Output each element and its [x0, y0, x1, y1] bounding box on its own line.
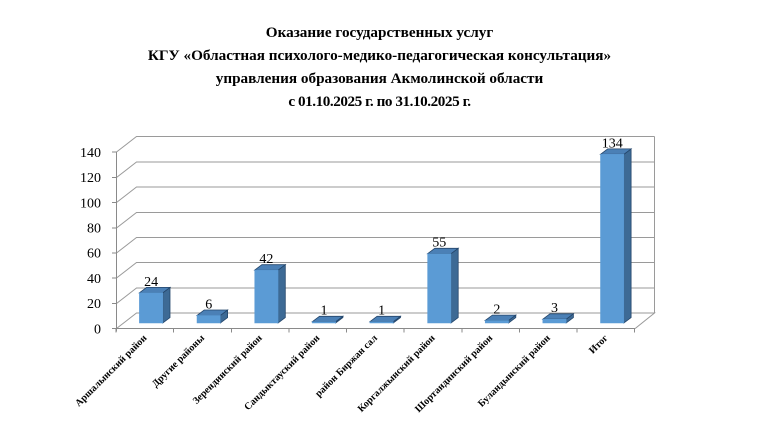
svg-text:2: 2 — [493, 303, 500, 318]
svg-text:100: 100 — [80, 196, 101, 211]
svg-text:3: 3 — [551, 301, 558, 316]
svg-text:24: 24 — [144, 275, 158, 290]
svg-text:140: 140 — [80, 146, 101, 161]
svg-text:120: 120 — [80, 171, 101, 186]
svg-text:42: 42 — [259, 252, 273, 267]
svg-text:60: 60 — [87, 247, 101, 262]
svg-text:Другие районы: Другие районы — [150, 333, 207, 390]
svg-text:1: 1 — [378, 304, 385, 319]
svg-text:6: 6 — [205, 297, 212, 312]
svg-text:20: 20 — [87, 297, 101, 312]
svg-text:Итог: Итог — [587, 333, 611, 357]
svg-text:55: 55 — [432, 236, 446, 251]
svg-text:134: 134 — [602, 136, 623, 151]
svg-text:Аршалынский район: Аршалынский район — [73, 333, 149, 409]
svg-text:80: 80 — [87, 222, 101, 237]
svg-text:район Биржан сал: район Биржан сал — [313, 333, 380, 400]
svg-text:0: 0 — [94, 322, 101, 337]
svg-text:1: 1 — [321, 304, 328, 319]
svg-text:40: 40 — [87, 272, 101, 287]
